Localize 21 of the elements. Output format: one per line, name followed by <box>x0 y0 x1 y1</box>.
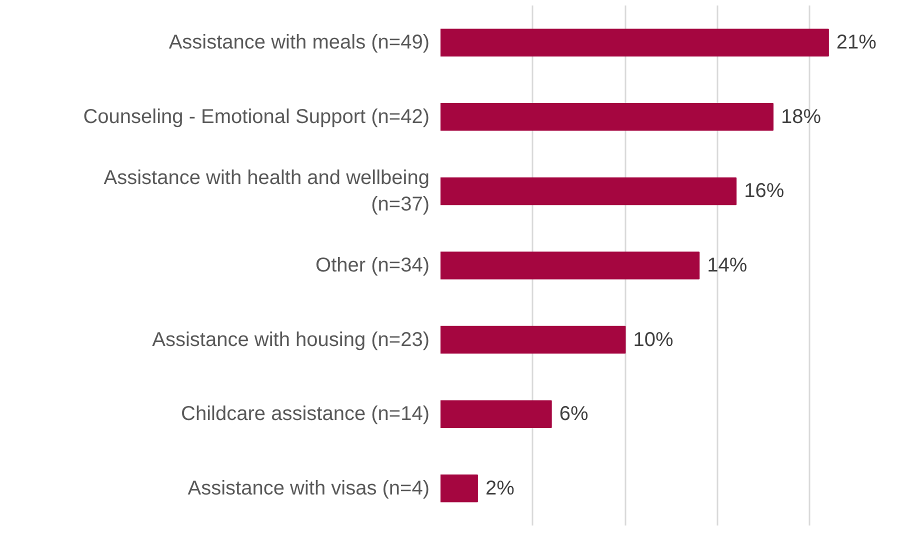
y-tick-label: Assistance with health and wellbeing (n=37) <box>104 167 430 216</box>
bar <box>440 474 478 502</box>
bar <box>440 28 829 57</box>
y-tick-label: Assistance with housing (n=23) <box>152 328 430 351</box>
data-label: 21% <box>836 32 877 54</box>
y-tick-label: Assistance with meals (n=49) <box>168 32 430 54</box>
data-label: 18% <box>781 106 822 128</box>
bar <box>440 400 552 428</box>
y-tick-label: Other (n=34) <box>316 254 430 276</box>
bar <box>440 103 774 131</box>
data-label: 6% <box>559 403 588 426</box>
data-label: 16% <box>744 180 784 202</box>
data-label: 14% <box>707 254 748 276</box>
y-tick-label: Childcare assistance (n=14) <box>181 403 430 426</box>
y-tick-label: Counseling - Emotional Support (n=42) <box>83 106 430 128</box>
y-tick-label: Assistance with visas (n=4) <box>188 477 430 500</box>
data-label: 2% <box>485 477 515 500</box>
bar <box>440 326 626 354</box>
bar <box>440 177 737 206</box>
data-label: 10% <box>633 328 674 351</box>
bar <box>440 252 700 280</box>
